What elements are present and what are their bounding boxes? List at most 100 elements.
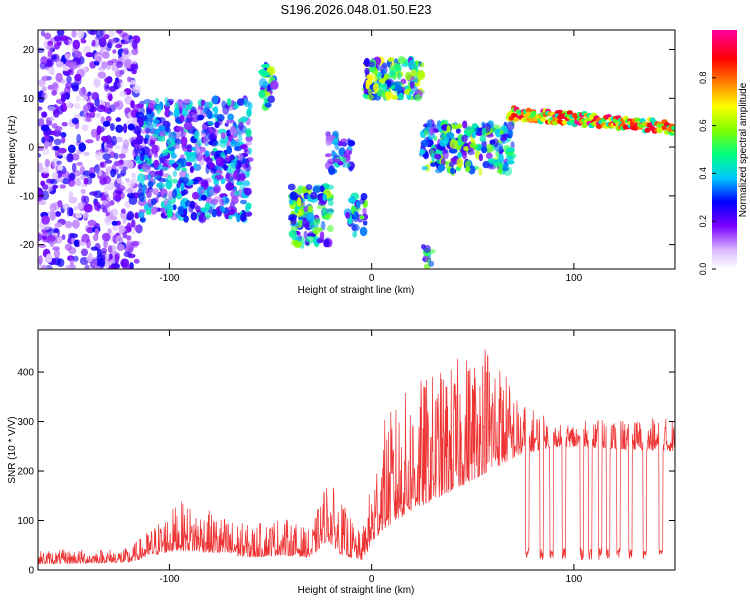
heatmap-cell — [41, 235, 47, 240]
heatmap-cell — [65, 81, 73, 89]
heatmap-cell — [59, 184, 66, 189]
heatmap-cell — [238, 134, 243, 144]
snr-y-tick-label: 400 — [17, 368, 34, 379]
heatmap-cell — [419, 148, 426, 155]
snr-y-tick-label: 100 — [17, 516, 34, 527]
heatmap-cell — [344, 162, 351, 169]
heatmap-cell — [64, 53, 71, 60]
heatmap-cell — [258, 89, 267, 100]
heatmap-cell — [236, 213, 241, 223]
heatmap-cell — [47, 234, 56, 242]
heatmap-cell — [87, 219, 97, 226]
heatmap-cell — [359, 226, 368, 237]
heatmap-cell — [243, 97, 248, 107]
heatmap-cell — [394, 85, 403, 92]
heatmap-cell — [38, 142, 42, 147]
snr-x-tick-label: -100 — [159, 574, 179, 585]
colorbar-tick-label: 0.6 — [698, 119, 708, 132]
heatmap-cell — [38, 146, 44, 151]
heatmap-cell — [57, 200, 63, 208]
heatmap-cell — [356, 200, 361, 209]
heatmap-cell — [347, 196, 356, 204]
heatmap-cell — [69, 61, 78, 70]
heatmap-cell — [138, 147, 145, 157]
heatmap-cell — [141, 186, 147, 196]
heatmap-cell — [235, 164, 241, 174]
heatmap-cell — [327, 224, 334, 233]
heatmap-cell — [123, 58, 133, 69]
heatmap-cell — [122, 217, 127, 224]
heatmap-cell — [138, 117, 144, 128]
heatmap-cell — [328, 165, 336, 176]
heatmap-cell — [326, 184, 335, 190]
heatmap-cell — [468, 128, 474, 134]
heatmap-cell — [240, 199, 247, 205]
heatmap-cell — [381, 68, 388, 75]
heatmap-cell — [562, 120, 568, 125]
heatmap-cell — [168, 147, 176, 152]
heatmap-cell — [234, 190, 240, 196]
heatmap-cell — [159, 129, 166, 138]
heatmap-cell — [89, 111, 96, 119]
heatmap-cell — [159, 188, 168, 199]
snr-axes: -100 0 100 0 100 200 300 400 — [17, 330, 675, 585]
heatmap-ylabel: Frequency (Hz) — [7, 116, 18, 185]
heatmap-cell — [120, 258, 130, 268]
heatmap-cell — [244, 204, 250, 213]
colorbar-tick-label: 0.8 — [698, 72, 708, 85]
colorbar-tick-label: 0.2 — [698, 215, 708, 228]
heatmap-cell — [73, 205, 79, 211]
heatmap-y-tick-label: 20 — [23, 45, 35, 56]
heatmap-cell — [49, 178, 58, 185]
heatmap-cell — [115, 235, 124, 244]
heatmap-cell — [41, 75, 50, 82]
heatmap-cell — [147, 100, 157, 108]
heatmap-cell — [147, 181, 154, 188]
heatmap-cell — [382, 82, 388, 90]
heatmap-cell — [151, 135, 156, 141]
heatmap-cell — [76, 133, 82, 144]
heatmap-cell — [461, 134, 468, 143]
heatmap-cell — [428, 260, 435, 267]
heatmap-cell — [202, 107, 208, 114]
heatmap-cell — [81, 124, 89, 132]
heatmap-cell — [85, 52, 94, 58]
heatmap-cell — [40, 56, 48, 65]
heatmap-cell — [224, 122, 229, 127]
heatmap-cell — [366, 73, 374, 82]
heatmap-cell — [189, 165, 194, 174]
heatmap-cell — [72, 255, 79, 262]
heatmap-cell — [145, 118, 153, 126]
heatmap-cell — [294, 206, 299, 214]
heatmap-cell — [243, 164, 252, 172]
heatmap-cell — [77, 30, 85, 39]
heatmap-cell — [49, 202, 57, 212]
heatmap-cell — [288, 230, 297, 238]
heatmap-cell — [431, 152, 436, 162]
heatmap-cell — [61, 121, 68, 127]
heatmap-cell — [505, 155, 514, 160]
heatmap-cell — [409, 90, 414, 95]
heatmap-cell — [331, 150, 336, 156]
heatmap-x-tick-label: -100 — [159, 273, 179, 284]
heatmap-cell — [157, 135, 166, 142]
heatmap-cell — [199, 146, 206, 153]
heatmap-cell — [416, 70, 426, 80]
heatmap-cell — [196, 138, 203, 147]
heatmap-cell — [79, 241, 87, 246]
heatmap-cell — [434, 153, 442, 160]
heatmap-cell — [303, 230, 308, 240]
heatmap-cell — [162, 149, 169, 156]
heatmap-cell — [510, 141, 515, 149]
heatmap-cell — [162, 166, 169, 171]
heatmap-cell — [463, 142, 469, 148]
heatmap-cell — [102, 176, 112, 184]
heatmap-cell — [312, 185, 321, 194]
heatmap-cell — [246, 108, 252, 117]
heatmap-cell — [385, 91, 392, 102]
heatmap-cell — [475, 143, 483, 151]
heatmap-cell — [264, 102, 272, 108]
heatmap-cell — [108, 264, 116, 269]
heatmap-cell — [345, 148, 350, 155]
heatmap-cell — [359, 215, 365, 220]
